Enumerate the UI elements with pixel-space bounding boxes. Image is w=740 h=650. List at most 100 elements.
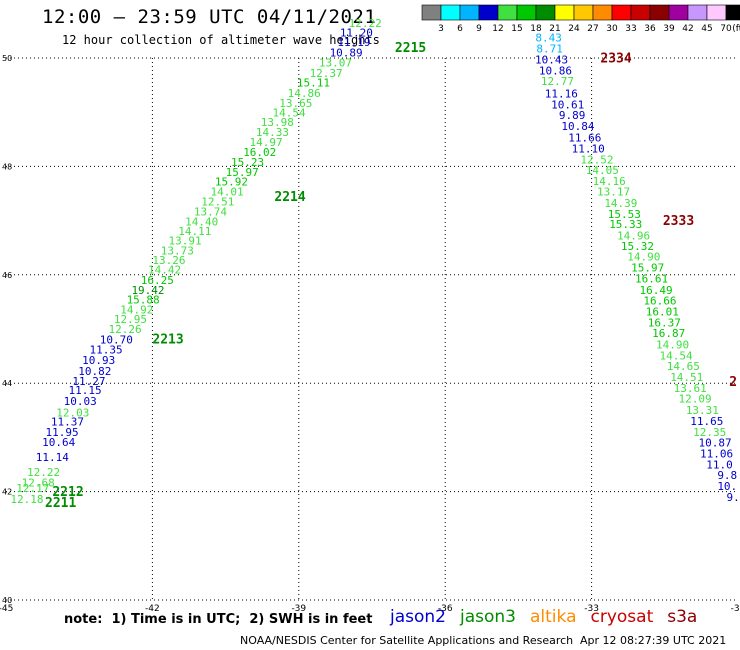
x-tick-label: -39 xyxy=(291,604,306,614)
data-labels: 12.1812.1712.6812.2211.1410.6411.9511.37… xyxy=(10,17,739,511)
data-point-label: 10.61 xyxy=(551,98,584,111)
legend-jason2: jason2 xyxy=(390,607,446,627)
data-point-label: 16.87 xyxy=(652,327,685,340)
colorbar-swatch xyxy=(421,4,442,21)
data-point-label: 11.16 xyxy=(545,88,578,101)
data-point-label: 13.65 xyxy=(279,97,312,110)
data-point-label: 14.42 xyxy=(148,264,181,277)
data-point-label: 15.88 xyxy=(127,294,160,307)
data-point-label: 12.37 xyxy=(310,67,343,80)
data-point-label: 11.15 xyxy=(68,384,101,397)
data-point-label: 11.14 xyxy=(36,451,69,464)
data-point-label: 12.22 xyxy=(27,466,60,479)
colorbar-tick-label: 70 xyxy=(720,24,732,34)
data-point-label: 10.86 xyxy=(539,64,572,77)
data-point-label: 14.65 xyxy=(667,360,700,373)
colorbar-tick-label: 21 xyxy=(549,24,560,34)
legend-jason3: jason3 xyxy=(460,607,516,627)
colorbar-swatch xyxy=(611,4,632,21)
colorbar-tick-label: 39 xyxy=(663,24,675,34)
x-tick-label: -42 xyxy=(145,604,160,614)
data-point-label: 12.68 xyxy=(22,477,55,490)
data-point-label: 8.71 xyxy=(536,43,563,56)
pass-number-label: 2213 xyxy=(152,333,183,348)
data-point-label: 11.66 xyxy=(568,131,601,144)
y-tick-label: 44 xyxy=(2,379,12,388)
colorbar-swatch xyxy=(649,4,670,21)
colorbar-swatch xyxy=(706,4,727,21)
data-point-label: 11.37 xyxy=(51,415,84,428)
colorbar-swatch xyxy=(725,4,740,21)
data-point-label: 10.82 xyxy=(78,365,111,378)
data-point-label: 14.33 xyxy=(256,126,289,139)
data-point-label: 11.20 xyxy=(340,26,373,39)
data-point-label: 12.09 xyxy=(678,393,711,406)
data-point-label: 15.92 xyxy=(215,175,248,188)
colorbar-tick-label: 9 xyxy=(476,24,482,34)
colorbar-tick-label: 27 xyxy=(587,24,598,34)
colorbar-swatch xyxy=(535,4,556,21)
data-point-label: 14.01 xyxy=(211,186,244,199)
data-point-label: 12.17 xyxy=(16,482,49,495)
y-tick-label: 42 xyxy=(2,488,12,497)
data-point-label: 14.54 xyxy=(659,349,692,362)
data-point-label: 14.97 xyxy=(250,136,283,149)
data-point-label: 19.42 xyxy=(131,284,164,297)
data-point-label: 11.0 xyxy=(706,458,733,471)
data-point-label: 16.02 xyxy=(243,146,276,159)
data-point-label: 10.43 xyxy=(535,53,568,66)
legend-s3a: s3a xyxy=(667,607,698,627)
data-point-label: 9.89 xyxy=(559,109,586,122)
satellite-legend: jason2 jason3 altika cryosat s3a xyxy=(390,607,711,627)
pass-number-label: 2333 xyxy=(663,214,694,229)
data-point-label: 15.32 xyxy=(621,240,654,253)
x-tick-label: -30 xyxy=(731,604,740,614)
data-point-label: 10.93 xyxy=(82,354,115,367)
data-point-label: 14.40 xyxy=(185,215,218,228)
legend-cryosat: cryosat xyxy=(590,607,654,627)
data-point-label: 11.65 xyxy=(690,415,723,428)
data-point-label: 10.87 xyxy=(699,437,732,450)
data-point-label: 10. xyxy=(717,480,737,493)
colorbar-swatch xyxy=(516,4,537,21)
data-point-label: 10.89 xyxy=(330,46,363,59)
pass-number-label: 2211 xyxy=(45,496,76,511)
colorbar-swatch xyxy=(592,4,613,21)
data-point-label: 16.37 xyxy=(648,316,681,329)
data-point-label: 11.35 xyxy=(89,343,122,356)
pass-number-label: 2 xyxy=(729,375,737,390)
colorbar-tick-label: 3 xyxy=(438,24,444,34)
colorbar-tick-label: 12 xyxy=(492,24,503,34)
pass-number-label: 2212 xyxy=(52,485,83,500)
data-point-label: 16.61 xyxy=(635,272,668,285)
colorbar-swatch xyxy=(573,4,594,21)
data-point-label: 13.17 xyxy=(597,186,630,199)
colorbar-tick-label: 42 xyxy=(682,24,693,34)
pass-number-label: 2214 xyxy=(274,190,305,205)
legend-altika: altika xyxy=(530,607,577,627)
data-point-label: 11.95 xyxy=(46,426,79,439)
chart-subtitle: 12 hour collection of altimeter wave hei… xyxy=(62,33,380,47)
data-point-label: 12.03 xyxy=(56,406,89,419)
data-point-label: 11.06 xyxy=(700,447,733,460)
footer-note: note: 1) Time is in UTC; 2) SWH is in fe… xyxy=(64,612,373,627)
data-point-label: 13.07 xyxy=(319,57,352,70)
data-point-label: 13.61 xyxy=(674,382,707,395)
data-point-label: 15.11 xyxy=(297,77,330,90)
chart-title: 12:00 — 23:59 UTC 04/11/2021 xyxy=(42,6,377,28)
colorbar-tick-label: 24 xyxy=(568,24,580,34)
data-point-label: 15.53 xyxy=(608,208,641,221)
colorbar-swatch xyxy=(459,4,480,21)
data-point-label: 10.84 xyxy=(561,120,594,133)
colorbar-swatch xyxy=(630,4,651,21)
colorbar-swatch xyxy=(440,4,461,21)
data-point-label: 14.51 xyxy=(670,371,703,384)
data-point-label: 12.52 xyxy=(580,154,613,167)
colorbar-swatch xyxy=(668,4,689,21)
data-point-label: 14.16 xyxy=(593,175,626,188)
data-point-label: 11.19 xyxy=(337,36,370,49)
data-point-label: 10.64 xyxy=(42,436,75,449)
data-point-label: 13.74 xyxy=(194,206,227,219)
